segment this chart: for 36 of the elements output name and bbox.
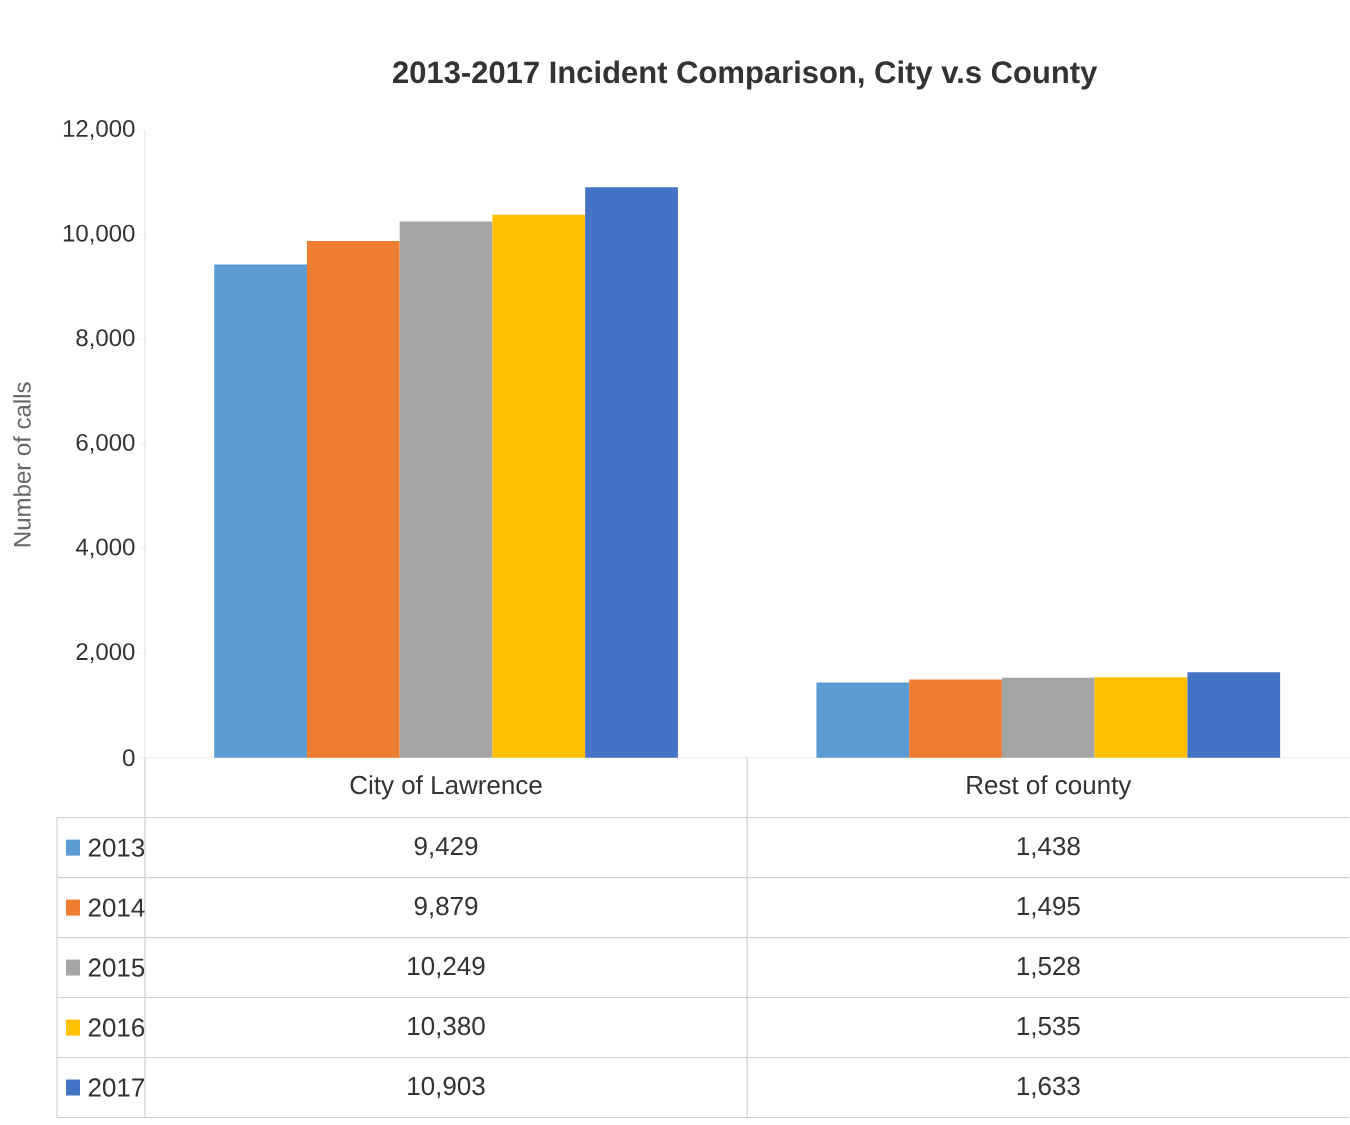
y-axis-title: Number of calls xyxy=(13,382,31,546)
bar xyxy=(909,679,1002,758)
data-label: 9,879 xyxy=(414,896,478,919)
data-label: 1,528 xyxy=(1017,956,1080,979)
data-label: 1,633 xyxy=(1017,1076,1080,1098)
bar xyxy=(306,240,400,758)
bar xyxy=(1094,677,1188,758)
y-tick-label: 6,000 xyxy=(76,433,135,454)
bar xyxy=(399,221,493,758)
y-tick-label: 0 xyxy=(123,748,135,766)
bar xyxy=(1187,671,1281,758)
legend-label: 2016 xyxy=(88,1018,145,1037)
legend-label: 2014 xyxy=(88,898,145,917)
bar xyxy=(492,214,586,758)
bar xyxy=(816,682,910,758)
chart-title: 2013-2017 Incident Comparison, City v.s County xyxy=(393,60,1098,90)
y-tick-label: 10,000 xyxy=(63,224,135,245)
legend-label: 2015 xyxy=(88,958,145,977)
data-label: 10,903 xyxy=(408,1076,485,1098)
legend-label: 2017 xyxy=(88,1078,144,1097)
legend-label: 2013 xyxy=(88,838,145,857)
data-label: 10,380 xyxy=(408,1016,485,1039)
y-tick-label: 8,000 xyxy=(76,329,135,349)
y-tick-label: 4,000 xyxy=(75,538,135,559)
x-tick-label: Rest of county xyxy=(967,774,1132,800)
data-label: 9,429 xyxy=(414,836,478,859)
bar xyxy=(1001,677,1095,758)
x-tick-label: City of Lawrence xyxy=(350,774,542,800)
data-label: 1,495 xyxy=(1017,896,1080,919)
data-label: 1,438 xyxy=(1017,836,1080,859)
y-tick-label: 12,000 xyxy=(63,119,135,140)
data-label: 10,249 xyxy=(408,956,485,979)
bar xyxy=(585,187,678,758)
y-tick-label: 2,000 xyxy=(76,642,135,663)
data-label: 1,535 xyxy=(1017,1016,1080,1039)
bar xyxy=(214,264,307,758)
